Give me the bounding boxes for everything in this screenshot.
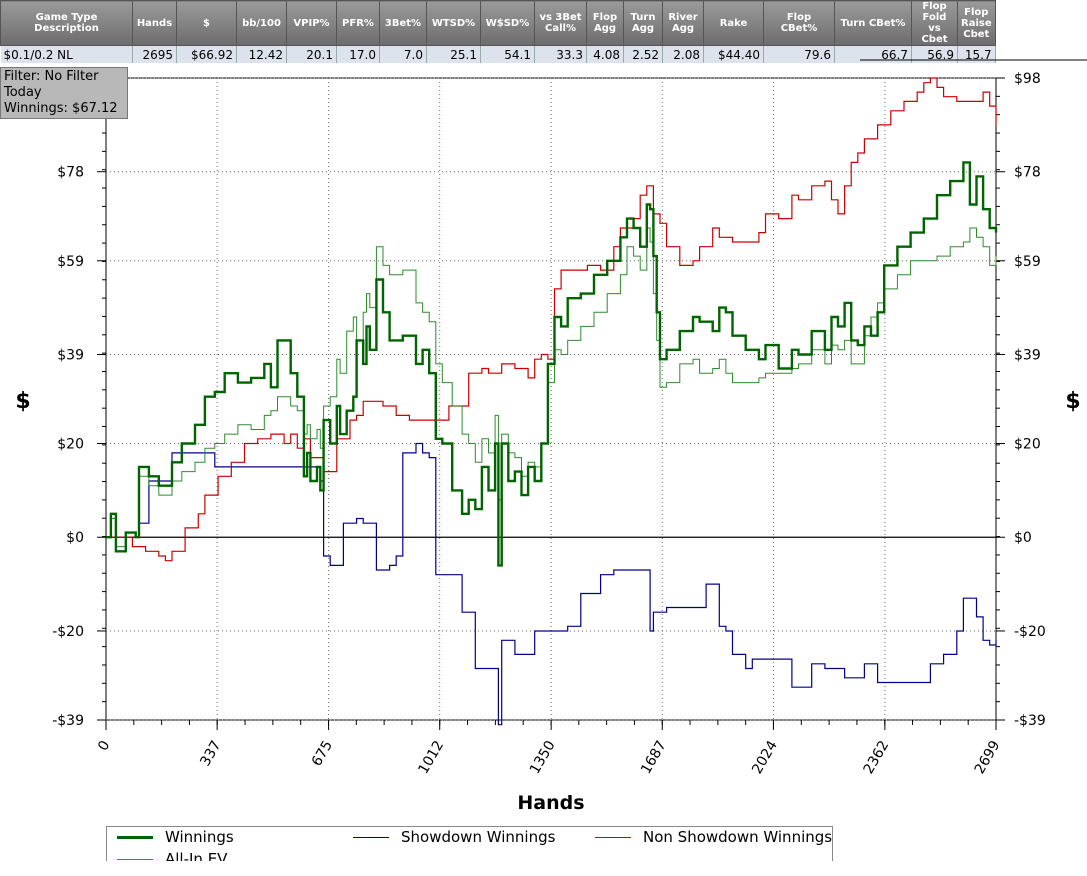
col-header[interactable]: VPIP% <box>286 0 337 46</box>
y-tick-label-left: $59 <box>57 254 84 270</box>
series-winnings-line <box>106 161 998 567</box>
col-header[interactable]: Rake <box>703 0 764 46</box>
x-tick-label: 675 <box>309 738 336 769</box>
stats-data-row[interactable]: $0.1/0.2 NL 2695 $66.92 12.42 20.1 17.0 … <box>0 45 996 63</box>
col-header[interactable]: Game Type Description <box>0 0 133 46</box>
series-showdown-line <box>106 442 997 726</box>
y-tick-label-right: $0 <box>1014 530 1032 546</box>
col-header[interactable]: Flop Agg <box>586 0 624 46</box>
legend-swatch <box>117 836 153 839</box>
y-tick-label-left: -$39 <box>52 713 84 729</box>
x-tick-label: 1687 <box>638 738 670 777</box>
y-tick-label-left: $20 <box>57 437 84 453</box>
stat-cell: 79.6 <box>763 45 835 63</box>
col-header[interactable]: $ <box>176 0 237 46</box>
y-tick-label-right: $78 <box>1014 165 1041 181</box>
x-tick-label: 2699 <box>972 738 1004 777</box>
y-tick-label-left: -$20 <box>52 624 84 640</box>
legend-label: Winnings <box>165 828 234 846</box>
y-tick-label-right: $98 <box>1014 71 1041 87</box>
stat-cell: 15.7 <box>957 45 996 63</box>
col-header[interactable]: Flop CBet% <box>763 0 835 46</box>
filter-winnings: Winnings: $67.12 <box>4 101 118 116</box>
y-tick-label-right: $39 <box>1014 347 1041 363</box>
col-header[interactable]: Flop Raise Cbet <box>957 0 996 46</box>
filter-label: Filter: No Filter <box>4 69 99 84</box>
col-header[interactable]: Flop Fold vs Cbet <box>911 0 958 46</box>
col-header[interactable]: WTSD% <box>426 0 481 46</box>
stat-cell: 2.08 <box>662 45 704 63</box>
y-tick-label-left: $0 <box>66 530 84 546</box>
col-header[interactable]: bb/100 <box>236 0 287 46</box>
filter-info-box: Filter: No Filter Today Winnings: $67.12 <box>0 67 128 119</box>
stat-cell: 2.52 <box>623 45 663 63</box>
legend-label: All-In EV <box>165 850 228 861</box>
legend-label: Showdown Winnings <box>401 828 556 846</box>
y-axis-title-left: $ <box>15 389 30 414</box>
stat-cell: $0.1/0.2 NL <box>0 45 133 63</box>
col-header[interactable]: Turn Agg <box>623 0 663 46</box>
legend-swatch <box>117 859 153 860</box>
y-tick-label-left: $78 <box>57 165 84 181</box>
stat-cell: 4.08 <box>586 45 624 63</box>
y-axis-title-right: $ <box>1065 389 1080 414</box>
x-tick-label: 2024 <box>749 738 781 777</box>
stat-cell: 12.42 <box>236 45 287 63</box>
legend-item-non-showdown[interactable]: Non Showdown Winnings <box>595 828 832 846</box>
col-header[interactable]: PFR% <box>336 0 380 46</box>
y-tick-label-right: $59 <box>1014 254 1041 270</box>
filter-period: Today <box>4 85 42 100</box>
x-tick-label: 1012 <box>415 738 447 777</box>
series-allin-ev-line <box>106 227 997 548</box>
stat-cell: 20.1 <box>286 45 337 63</box>
legend-swatch <box>353 837 389 838</box>
col-header[interactable]: 3Bet% <box>379 0 427 46</box>
series-non-showdown-line <box>106 77 997 562</box>
x-tick-label: 337 <box>197 738 224 769</box>
x-tick-label: 1350 <box>527 738 559 777</box>
stat-cell: 2695 <box>132 45 177 63</box>
stat-cell: 17.0 <box>336 45 380 63</box>
y-tick-label-right: $20 <box>1014 437 1041 453</box>
stats-header-row: Game Type Description Hands $ bb/100 VPI… <box>0 0 996 46</box>
stat-cell: 7.0 <box>379 45 427 63</box>
plot-area <box>105 77 997 721</box>
x-tick-label: 2362 <box>861 738 893 777</box>
stat-cell: 33.3 <box>534 45 587 63</box>
col-header[interactable]: River Agg <box>662 0 704 46</box>
col-header[interactable]: vs 3Bet Call% <box>534 0 587 46</box>
legend-item-winnings[interactable]: Winnings <box>117 828 234 846</box>
stat-cell: 25.1 <box>426 45 481 63</box>
chart-legend: Winnings Showdown Winnings Non Showdown … <box>106 826 833 861</box>
stat-cell: 66.7 <box>834 45 912 63</box>
x-tick-label: 0 <box>95 738 113 754</box>
legend-item-showdown[interactable]: Showdown Winnings <box>353 828 555 846</box>
x-axis-title: Hands <box>517 792 584 814</box>
legend-label: Non Showdown Winnings <box>643 828 833 846</box>
col-header[interactable]: Hands <box>132 0 177 46</box>
legend-item-allin-ev[interactable]: All-In EV <box>117 850 227 861</box>
stat-cell: 56.9 <box>911 45 958 63</box>
legend-swatch <box>595 837 631 838</box>
stat-cell: 54.1 <box>480 45 535 63</box>
stats-table: Game Type Description Hands $ bb/100 VPI… <box>0 0 996 63</box>
col-header[interactable]: Turn CBet% <box>834 0 912 46</box>
y-tick-label-right: -$39 <box>1014 713 1046 729</box>
col-header[interactable]: W$SD% <box>480 0 535 46</box>
y-tick-label-right: -$20 <box>1014 624 1046 640</box>
stat-cell: $44.40 <box>703 45 764 63</box>
y-tick-label-left: $39 <box>57 347 84 363</box>
stat-cell: $66.92 <box>176 45 237 63</box>
